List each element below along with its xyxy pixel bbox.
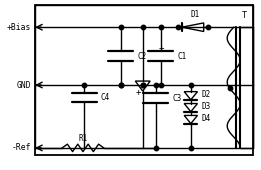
- Text: C4: C4: [101, 93, 110, 102]
- Text: +: +: [135, 88, 141, 97]
- Text: +Bias: +Bias: [7, 23, 31, 32]
- FancyBboxPatch shape: [35, 5, 253, 155]
- Text: C1: C1: [177, 52, 187, 61]
- Text: R1: R1: [78, 134, 88, 142]
- Text: +: +: [158, 44, 164, 53]
- Text: C3: C3: [172, 94, 181, 103]
- Text: GND: GND: [16, 81, 31, 89]
- Text: D3: D3: [201, 102, 211, 111]
- Text: D4: D4: [201, 114, 211, 123]
- Text: D2: D2: [201, 90, 211, 99]
- Text: -Ref: -Ref: [11, 143, 31, 152]
- Text: D1: D1: [191, 11, 200, 19]
- Text: T: T: [242, 11, 247, 20]
- Text: C2: C2: [137, 52, 146, 61]
